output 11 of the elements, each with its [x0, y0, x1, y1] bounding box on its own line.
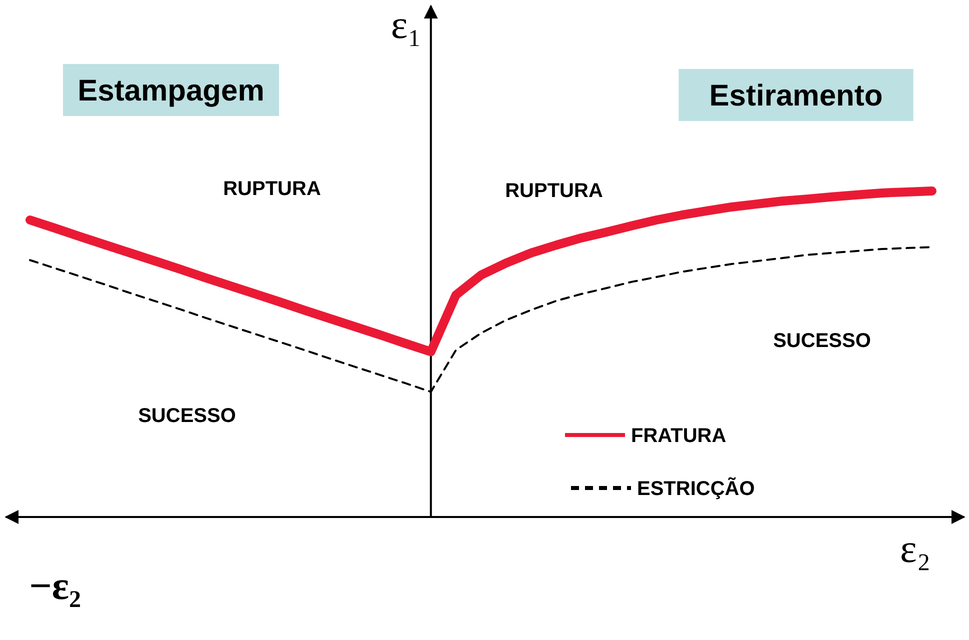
text: Estiramento — [709, 80, 883, 112]
text: Estampagem — [78, 74, 264, 108]
y-axis-title: ε₁ — [390, 2, 422, 47]
annotation: SUCESSO — [773, 330, 871, 352]
legend-label: FRATURA — [631, 425, 726, 447]
annotation: RUPTURA — [223, 178, 321, 200]
annotation: SUCESSO — [138, 405, 236, 427]
text: −ε₂ — [29, 563, 81, 608]
x-axis-title: ε₂ — [900, 526, 931, 571]
legend-label: ESTRICÇÃO — [637, 477, 755, 500]
annotation: RUPTURA — [505, 180, 603, 202]
